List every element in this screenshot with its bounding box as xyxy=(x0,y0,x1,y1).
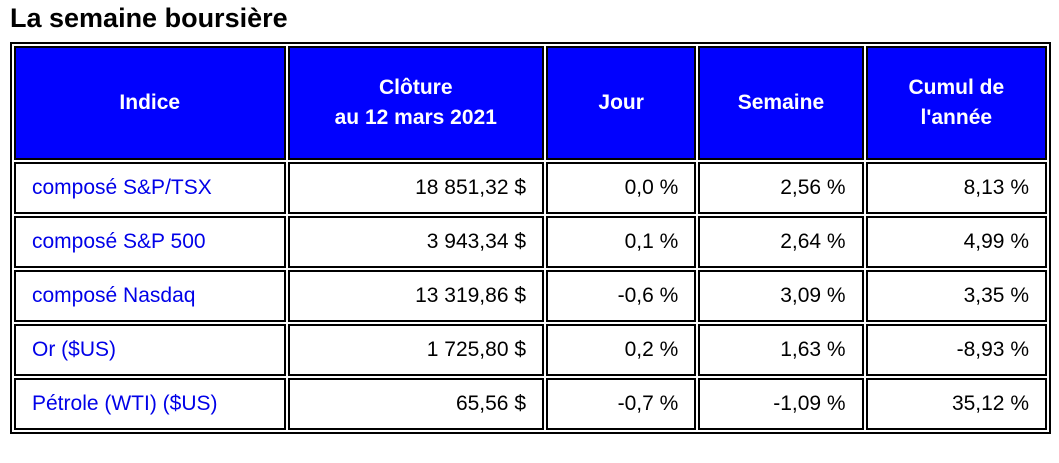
index-name: Pétrole (WTI) ($US) xyxy=(14,378,286,431)
day-change: 0,1 % xyxy=(546,216,697,269)
closing-value: 18 851,32 $ xyxy=(287,162,545,215)
column-header-cumul: Cumul de l'année xyxy=(865,46,1047,161)
week-change: 2,64 % xyxy=(698,216,864,269)
index-name: composé Nasdaq xyxy=(14,270,286,323)
closing-value: 3 943,34 $ xyxy=(287,216,545,269)
header-row: Indice Clôture au 12 mars 2021 Jour Sema… xyxy=(14,46,1047,161)
table-row: composé S&P 500 3 943,34 $ 0,1 % 2,64 % … xyxy=(14,216,1047,269)
column-header-jour: Jour xyxy=(546,46,697,161)
ytd-change: 8,13 % xyxy=(865,162,1047,215)
page-title: La semaine boursière xyxy=(10,3,288,33)
column-header-indice: Indice xyxy=(14,46,286,161)
ytd-change: 4,99 % xyxy=(865,216,1047,269)
column-header-semaine: Semaine xyxy=(698,46,864,161)
day-change: 0,2 % xyxy=(546,324,697,377)
market-summary-table: Indice Clôture au 12 mars 2021 Jour Sema… xyxy=(10,42,1051,435)
day-change: -0,6 % xyxy=(546,270,697,323)
closing-value: 65,56 $ xyxy=(287,378,545,431)
index-name: composé S&P/TSX xyxy=(14,162,286,215)
table-body: composé S&P/TSX 18 851,32 $ 0,0 % 2,56 %… xyxy=(14,162,1047,431)
table-row: composé S&P/TSX 18 851,32 $ 0,0 % 2,56 %… xyxy=(14,162,1047,215)
day-change: 0,0 % xyxy=(546,162,697,215)
ytd-change: -8,93 % xyxy=(865,324,1047,377)
column-header-cloture: Clôture au 12 mars 2021 xyxy=(287,46,545,161)
week-change: 1,63 % xyxy=(698,324,864,377)
week-change: -1,09 % xyxy=(698,378,864,431)
closing-value: 13 319,86 $ xyxy=(287,270,545,323)
week-change: 3,09 % xyxy=(698,270,864,323)
day-change: -0,7 % xyxy=(546,378,697,431)
index-name: composé S&P 500 xyxy=(14,216,286,269)
table-row: Or ($US) 1 725,80 $ 0,2 % 1,63 % -8,93 % xyxy=(14,324,1047,377)
table-header: Indice Clôture au 12 mars 2021 Jour Sema… xyxy=(14,46,1047,161)
table-row: composé Nasdaq 13 319,86 $ -0,6 % 3,09 %… xyxy=(14,270,1047,323)
week-change: 2,56 % xyxy=(698,162,864,215)
ytd-change: 3,35 % xyxy=(865,270,1047,323)
index-name: Or ($US) xyxy=(14,324,286,377)
closing-value: 1 725,80 $ xyxy=(287,324,545,377)
ytd-change: 35,12 % xyxy=(865,378,1047,431)
table-row: Pétrole (WTI) ($US) 65,56 $ -0,7 % -1,09… xyxy=(14,378,1047,431)
